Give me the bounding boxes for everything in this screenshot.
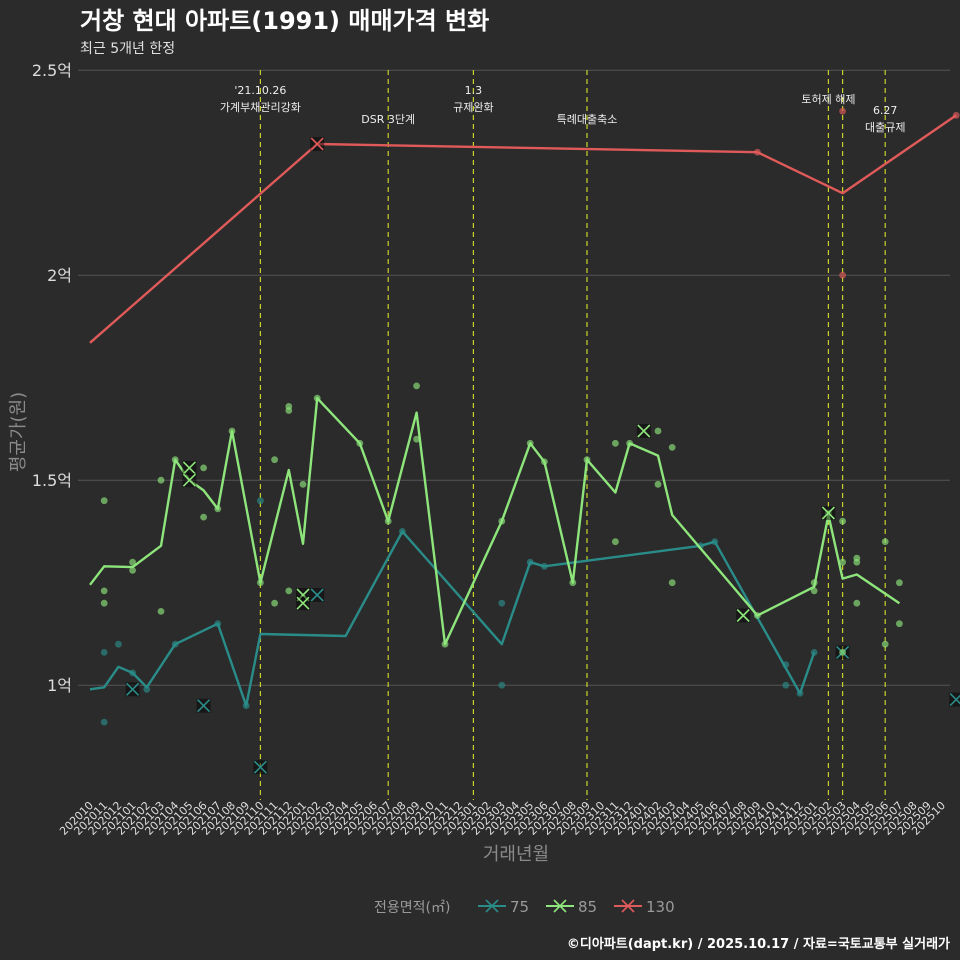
y-tick-label: 1.5억 (32, 471, 72, 490)
data-point (853, 558, 861, 566)
legend-key-cross (485, 899, 499, 913)
data-point (839, 517, 846, 525)
event-label: '21.10.26 (234, 84, 286, 97)
data-point (157, 476, 165, 484)
series-line (89, 114, 957, 344)
series-130 (89, 107, 960, 344)
data-point (143, 685, 151, 693)
source-footer: ©디아파트(dapt.kr) / 2025.10.17 / 자료=국토교통부 실… (567, 936, 950, 952)
data-point (654, 427, 662, 435)
y-tick-label: 2.5억 (32, 61, 72, 80)
data-point (200, 464, 208, 472)
legend-key-cross (621, 899, 635, 913)
cancelled-deal-cross (310, 137, 324, 151)
event-label: 대출규제 (865, 121, 905, 134)
y-axis-title: 평균가(원) (8, 392, 29, 472)
data-point (200, 513, 208, 521)
data-point (896, 620, 903, 628)
data-point (271, 599, 278, 607)
legend-title: 전용면적(㎡) (374, 900, 450, 916)
cancelled-deal-cross (253, 760, 267, 774)
series-line (89, 397, 901, 646)
data-point (100, 599, 108, 607)
data-point (782, 681, 790, 689)
data-point (896, 579, 903, 587)
data-point (100, 587, 108, 595)
event-label: 토허제 해제 (801, 92, 855, 106)
cancelled-deal-cross (126, 682, 140, 696)
cancelled-deal-cross (197, 699, 211, 713)
data-point (881, 538, 889, 546)
data-point (129, 558, 137, 566)
data-point (881, 640, 889, 648)
data-point (413, 382, 420, 390)
cancelled-deal-cross (949, 692, 960, 707)
series-85 (89, 382, 903, 656)
data-point (100, 497, 108, 505)
legend-label: 75 (510, 898, 529, 916)
data-point (271, 456, 278, 464)
event-label: DSR 3단계 (361, 113, 415, 126)
cancelled-deal-cross (821, 506, 835, 520)
data-point (810, 587, 818, 595)
series-line (89, 530, 816, 707)
data-point (839, 271, 846, 279)
legend-label: 130 (646, 898, 675, 916)
data-point (839, 107, 846, 115)
data-point (285, 587, 293, 595)
data-point (839, 649, 846, 656)
cancelled-deal-cross (296, 596, 310, 610)
cancelled-deal-cross (736, 608, 750, 623)
cancelled-deal-cross (310, 588, 324, 602)
data-point (498, 599, 506, 607)
cancelled-deal-cross (182, 461, 196, 475)
data-point (853, 599, 861, 607)
cancelled-deal-bg (949, 692, 960, 707)
axes: 1억1.5억2억2.5억2020102020112020122021012021… (32, 61, 948, 838)
data-point (654, 480, 662, 488)
data-point (839, 558, 846, 566)
data-point (257, 497, 264, 505)
data-point (299, 480, 307, 488)
data-point (129, 567, 137, 574)
data-point (100, 649, 108, 656)
cancelled-deal-cross (182, 473, 196, 487)
legend: 전용면적(㎡) 75 85 130 (374, 898, 675, 916)
chart-subtitle: 최근 5개년 한정 (80, 41, 175, 57)
data-point (668, 579, 676, 587)
data-point (668, 444, 676, 451)
data-point (612, 439, 619, 447)
data-point (612, 538, 619, 546)
grid-lines (78, 69, 950, 686)
x-axis-title: 거래년월 (483, 844, 549, 865)
chart-title: 거창 현대 아파트(1991) 매매가격 변화 (80, 7, 489, 35)
data-point (285, 407, 293, 414)
event-label: 1.3 (465, 84, 483, 97)
event-label: 특례대출축소 (557, 113, 618, 126)
data-point (100, 718, 108, 726)
event-label: 6.27 (873, 104, 898, 117)
series-layer (89, 107, 960, 775)
data-point (413, 435, 420, 443)
data-point (498, 681, 506, 689)
data-point (115, 640, 122, 648)
event-label: 가계부채관리강화 (220, 101, 301, 114)
y-tick-label: 2억 (47, 266, 72, 285)
cancelled-deal-cross (637, 424, 651, 438)
data-point (157, 608, 165, 615)
y-tick-label: 1억 (47, 676, 72, 695)
event-label: 규제완화 (453, 101, 493, 114)
series-75 (89, 497, 960, 775)
legend-label: 85 (578, 898, 597, 916)
legend-key-cross (553, 899, 567, 913)
